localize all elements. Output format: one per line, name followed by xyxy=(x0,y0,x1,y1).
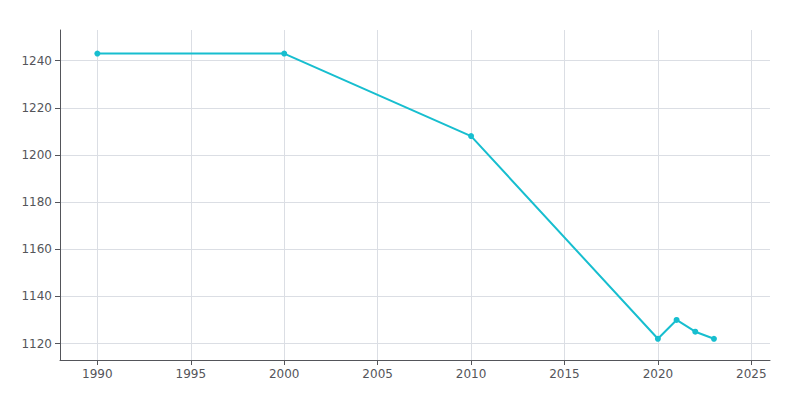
svg-text:1220: 1220 xyxy=(21,101,52,115)
svg-text:2010: 2010 xyxy=(456,367,487,381)
svg-text:1200: 1200 xyxy=(21,148,52,162)
svg-text:1995: 1995 xyxy=(176,367,207,381)
svg-text:1120: 1120 xyxy=(21,337,52,351)
svg-text:2005: 2005 xyxy=(362,367,393,381)
svg-text:1160: 1160 xyxy=(21,242,52,256)
svg-text:1140: 1140 xyxy=(21,289,52,303)
svg-text:2025: 2025 xyxy=(736,367,767,381)
svg-text:1990: 1990 xyxy=(82,367,113,381)
svg-text:2020: 2020 xyxy=(643,367,674,381)
svg-text:2015: 2015 xyxy=(549,367,580,381)
svg-text:2000: 2000 xyxy=(269,367,300,381)
svg-text:1180: 1180 xyxy=(21,195,52,209)
svg-text:1240: 1240 xyxy=(21,54,52,68)
